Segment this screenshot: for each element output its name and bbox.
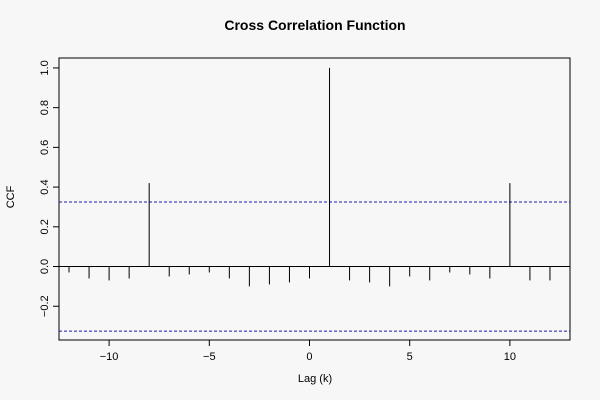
x-tick-label: −10 bbox=[100, 351, 119, 363]
y-tick-label: 0.0 bbox=[39, 259, 51, 274]
x-tick-label: 5 bbox=[407, 351, 413, 363]
x-tick-label: 0 bbox=[306, 351, 312, 363]
y-axis-label: CCF bbox=[5, 185, 17, 208]
y-tick-label: 0.2 bbox=[39, 219, 51, 234]
chart-title: Cross Correlation Function bbox=[224, 17, 405, 33]
y-tick-label: 0.8 bbox=[39, 100, 51, 115]
y-tick-label: 1.0 bbox=[39, 60, 51, 75]
plot-area: −10 −5 0 5 10 −0.2 0.0 0.2 0.4 0.6 0.8 1.0 bbox=[39, 57, 571, 363]
y-tick-label: 0.4 bbox=[39, 179, 51, 194]
x-tick-label: −5 bbox=[203, 351, 216, 363]
x-tick-label: 10 bbox=[504, 351, 516, 363]
x-axis-label: Lag (k) bbox=[298, 373, 332, 385]
y-tick-label: −0.2 bbox=[39, 295, 51, 317]
plot-frame bbox=[58, 57, 571, 341]
y-tick-label: 0.6 bbox=[39, 140, 51, 155]
